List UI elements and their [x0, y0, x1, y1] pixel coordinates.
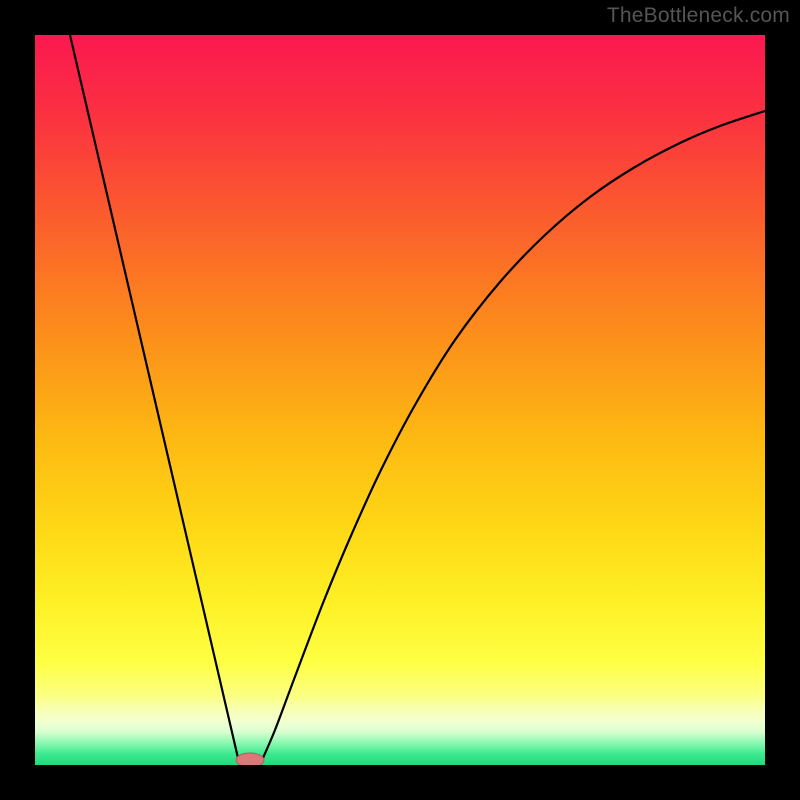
plot-background [35, 35, 765, 765]
bottleneck-chart [0, 0, 800, 800]
watermark-text: TheBottleneck.com [607, 4, 790, 28]
minimum-marker [236, 753, 264, 767]
